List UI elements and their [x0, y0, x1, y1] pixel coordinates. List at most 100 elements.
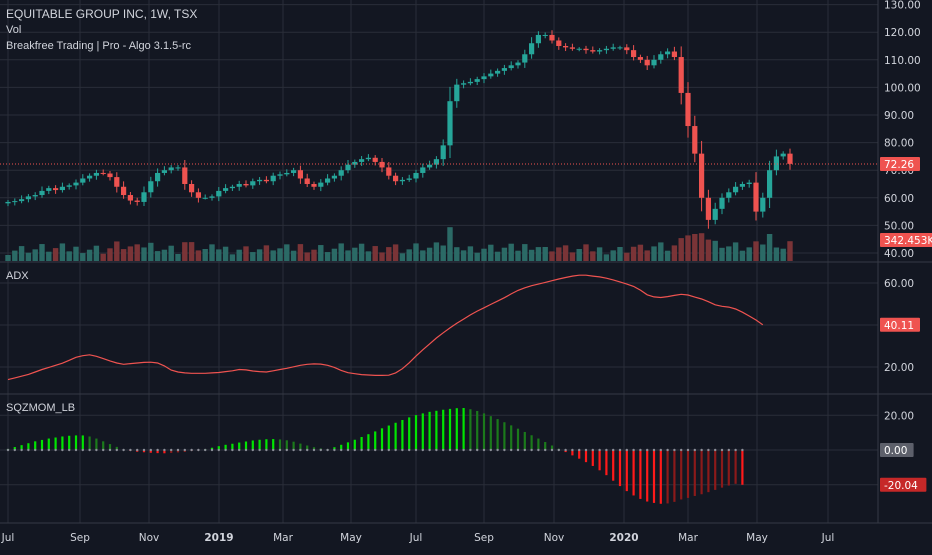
price-tick-label: 40.00 — [884, 248, 914, 260]
volume-bar — [141, 247, 147, 261]
candle-body — [270, 175, 276, 182]
volume-bar — [270, 250, 276, 261]
squeeze-dot — [408, 448, 411, 452]
squeeze-dot — [550, 448, 554, 452]
squeeze-dot — [428, 448, 431, 452]
candle-body — [767, 170, 773, 198]
candle-body — [168, 167, 174, 171]
volume-bar — [46, 251, 52, 261]
volume-bar — [86, 249, 93, 261]
volume-bar — [80, 253, 86, 261]
squeeze-dot — [27, 448, 30, 452]
adx-value-badge: 40.11 — [884, 320, 914, 332]
candle-body — [454, 84, 460, 102]
squeeze-dot — [401, 448, 404, 452]
symbol-title: EQUITABLE GROUP INC, 1W, TSX — [6, 7, 198, 21]
volume-bar — [576, 249, 582, 261]
candle-body — [515, 62, 521, 66]
volume-bar — [726, 246, 732, 261]
adx-tick-label: 60.00 — [884, 278, 914, 290]
candle-body — [127, 195, 133, 201]
candle-body — [284, 172, 290, 175]
volume-bar — [236, 249, 242, 261]
candle-body — [66, 185, 72, 187]
volume-bar — [209, 244, 215, 261]
volume-bar — [222, 246, 229, 261]
candle-body — [202, 197, 208, 199]
volume-bar — [766, 234, 773, 261]
squeeze-dot — [149, 448, 152, 452]
squeeze-dot — [394, 448, 397, 452]
squeeze-dot — [680, 448, 683, 452]
candle-body — [46, 188, 52, 191]
volume-bar — [195, 250, 202, 261]
squeeze-dot — [367, 448, 370, 452]
candle-body — [712, 208, 718, 220]
volume-bar — [630, 246, 637, 261]
candle-body — [563, 46, 569, 48]
candle-body — [229, 186, 235, 189]
squeeze-dot — [720, 448, 724, 452]
volume-bar — [372, 246, 378, 261]
squeeze-dot — [81, 448, 85, 452]
volume-bar — [501, 247, 508, 261]
candle-body — [733, 186, 739, 193]
candle-body — [121, 186, 127, 196]
candle-body — [610, 47, 616, 49]
candle-body — [481, 76, 487, 80]
momentum-value-badge: -20.04 — [884, 480, 918, 492]
candle-body — [393, 175, 399, 182]
squeeze-dot — [115, 448, 119, 452]
squeeze-dot — [190, 448, 193, 452]
squeeze-dot — [700, 448, 703, 452]
last-volume-badge: 342.453K — [884, 235, 932, 247]
squeeze-dot — [292, 448, 295, 452]
volume-bar — [692, 234, 698, 261]
squeeze-dot — [129, 448, 132, 452]
squeeze-dot — [605, 448, 608, 452]
candle-body — [433, 159, 439, 165]
volume-bar — [515, 250, 521, 261]
candle-body — [583, 48, 589, 51]
indicator-label: Breakfree Trading | Pro - Algo 3.1.5-rc — [6, 40, 192, 52]
volume-bar — [467, 246, 474, 261]
volume-bar — [773, 247, 780, 261]
volume-bar — [508, 243, 514, 261]
squeeze-dot — [299, 448, 302, 452]
volume-bar — [651, 246, 657, 261]
squeeze-dot — [693, 448, 696, 452]
squeeze-dot — [639, 448, 642, 452]
candle-body — [161, 170, 167, 173]
volume-bar — [596, 247, 603, 261]
squeeze-dot — [734, 448, 737, 452]
candle-body — [297, 170, 303, 179]
candle-body — [291, 170, 297, 173]
volume-bar — [780, 248, 786, 261]
squeeze-dot — [496, 448, 499, 452]
volume-bar — [569, 252, 576, 261]
volume-bar — [705, 239, 712, 261]
candle-body — [236, 184, 242, 187]
volume-bar — [148, 242, 154, 261]
squeeze-dot — [482, 448, 486, 452]
volume-bar — [433, 242, 440, 261]
candle-body — [216, 190, 222, 197]
candle-body — [107, 173, 113, 178]
candle-body — [624, 47, 630, 51]
candle-body — [665, 51, 671, 55]
squeeze-dot — [598, 448, 601, 452]
volume-bar — [324, 252, 331, 261]
squeeze-dot — [244, 448, 248, 452]
squeeze-dot — [231, 448, 234, 452]
candle-body — [413, 172, 419, 179]
squeeze-dot — [68, 448, 71, 452]
volume-bar — [107, 248, 113, 261]
squeeze-dot — [625, 448, 628, 452]
candle-body — [399, 179, 405, 182]
price-tick-label: 110.00 — [884, 55, 921, 67]
squeeze-dot — [340, 448, 343, 452]
squeeze-dot — [503, 448, 506, 452]
candle-body — [427, 164, 433, 168]
squeeze-dot — [34, 448, 37, 452]
volume-bar — [658, 242, 664, 261]
